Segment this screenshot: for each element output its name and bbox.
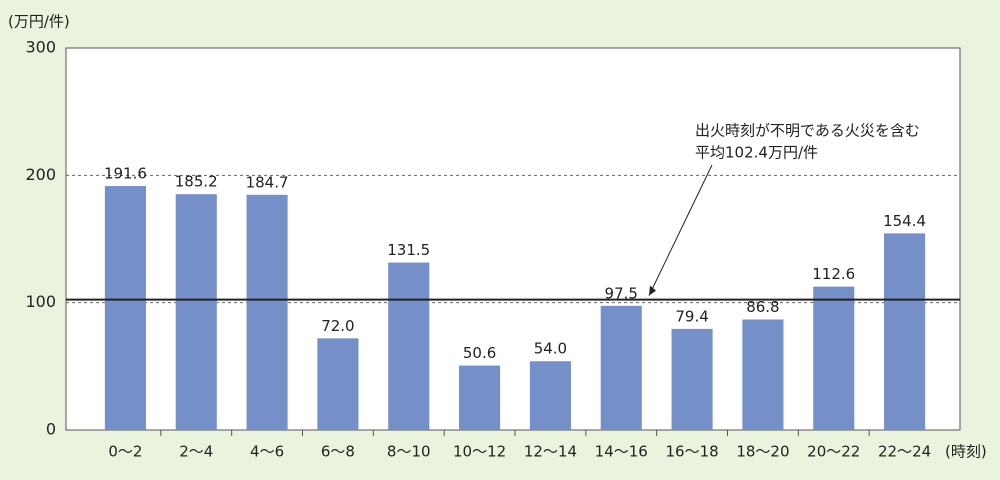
- y-tick-label: 0: [46, 420, 56, 439]
- value-label: 154.4: [883, 212, 926, 230]
- x-tick-label: 16～18: [665, 443, 718, 461]
- x-unit-label: (時刻): [945, 443, 987, 461]
- arrow-head: [649, 285, 656, 296]
- x-tick-label: 6～8: [321, 443, 355, 461]
- bar: [742, 319, 784, 430]
- bar: [459, 365, 501, 430]
- value-label: 79.4: [675, 307, 708, 325]
- x-tick-label: 20～22: [807, 443, 860, 461]
- y-unit-label: (万円/件): [8, 13, 70, 31]
- x-tick-label: 10～12: [453, 443, 506, 461]
- bar: [529, 361, 571, 430]
- value-label: 185.2: [175, 173, 218, 191]
- annotation: 平均102.4万円/件: [695, 144, 818, 162]
- bar: [388, 262, 430, 430]
- x-tick-label: 4～6: [250, 443, 284, 461]
- value-label: 131.5: [387, 241, 430, 259]
- bar: [884, 233, 926, 430]
- bar: [175, 194, 217, 430]
- value-label: 86.8: [746, 298, 779, 316]
- value-label: 191.6: [104, 165, 147, 183]
- x-tick-label: 12～14: [524, 443, 577, 461]
- value-label: 112.6: [812, 265, 855, 283]
- value-label: 50.6: [463, 344, 496, 362]
- x-tick-label: 22～24: [878, 443, 931, 461]
- x-tick-label: 0～2: [108, 443, 142, 461]
- bar: [317, 338, 359, 430]
- value-label: 54.0: [534, 340, 567, 358]
- x-tick-label: 18～20: [736, 443, 789, 461]
- x-tick-label: 14～16: [595, 443, 648, 461]
- x-tick-label: 2～4: [179, 443, 213, 461]
- y-tick-label: 100: [25, 292, 56, 311]
- value-label: 97.5: [605, 284, 638, 302]
- bar: [246, 194, 288, 430]
- y-tick-label: 200: [25, 165, 56, 184]
- value-label: 72.0: [321, 317, 354, 335]
- value-label: 184.7: [246, 173, 289, 191]
- annotation-arrow: [648, 164, 713, 296]
- bar: [104, 186, 146, 430]
- x-tick-label: 8～10: [387, 443, 431, 461]
- bar: [813, 286, 855, 430]
- bar: [600, 305, 642, 430]
- bar: [671, 328, 713, 430]
- annotation: 出火時刻が不明である火災を含む: [695, 122, 920, 140]
- y-tick-label: 300: [25, 38, 56, 57]
